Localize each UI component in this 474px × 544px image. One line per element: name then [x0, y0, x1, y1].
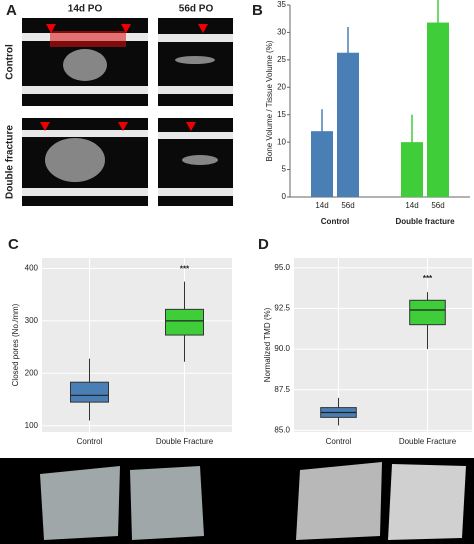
annotation: *** [423, 274, 433, 283]
y-tick-label: 85.0 [274, 425, 290, 434]
y-tick-label: 92.5 [274, 304, 290, 313]
plot-background [294, 258, 472, 432]
y-tick-label: 300 [25, 316, 39, 325]
y-tick-label: 0 [282, 192, 287, 201]
box [165, 308, 204, 336]
box [409, 299, 446, 326]
bar [311, 131, 333, 197]
y-tick-label: 35 [277, 0, 286, 9]
column-title: 56d PO [179, 4, 214, 15]
x-tick-label: 56d [431, 201, 444, 210]
y-tick-label: 5 [282, 165, 287, 174]
y-tick-label: 20 [277, 82, 286, 91]
y-tick-label: 200 [25, 368, 39, 377]
x-tick-label: Double Fracture [156, 437, 214, 446]
y-axis-label: Normalized TMD (%) [263, 307, 272, 382]
box [70, 381, 109, 403]
x-tick-label: 56d [341, 201, 354, 210]
x-tick-label: Double Fracture [399, 437, 457, 446]
y-tick-label: 400 [25, 264, 39, 273]
annotation: *** [180, 265, 190, 274]
panel-label: B [252, 2, 263, 19]
plot-background [42, 258, 232, 432]
bar [427, 22, 449, 197]
column-title: 14d PO [68, 4, 103, 15]
y-tick-label: 10 [277, 137, 286, 146]
group-label: Control [321, 217, 349, 226]
y-tick-label: 87.5 [274, 385, 290, 394]
ct-images [22, 18, 233, 206]
y-tick-label: 95.0 [274, 263, 290, 272]
panel-label: D [258, 236, 269, 253]
x-tick-label: 14d [315, 201, 328, 210]
y-tick-label: 15 [277, 110, 286, 119]
panel-label: C [8, 236, 19, 253]
x-tick-label: 14d [405, 201, 418, 210]
y-tick-label: 90.0 [274, 344, 290, 353]
y-axis-label: Bone Volume / Tissue Volume (%) [265, 40, 274, 161]
row-title: Double fracture [5, 125, 16, 199]
x-tick-label: Control [326, 437, 352, 446]
group-label: Double fracture [395, 217, 455, 226]
row-title: Control [5, 44, 16, 80]
y-tick-label: 30 [277, 28, 286, 37]
y-tick-label: 25 [277, 55, 286, 64]
x-tick-label: Control [77, 437, 103, 446]
bar [337, 52, 359, 198]
rendered-images [0, 458, 474, 544]
panel-label: A [6, 2, 17, 19]
y-tick-label: 100 [25, 421, 39, 430]
y-axis-label: Closed pores (No./mm) [11, 303, 20, 386]
